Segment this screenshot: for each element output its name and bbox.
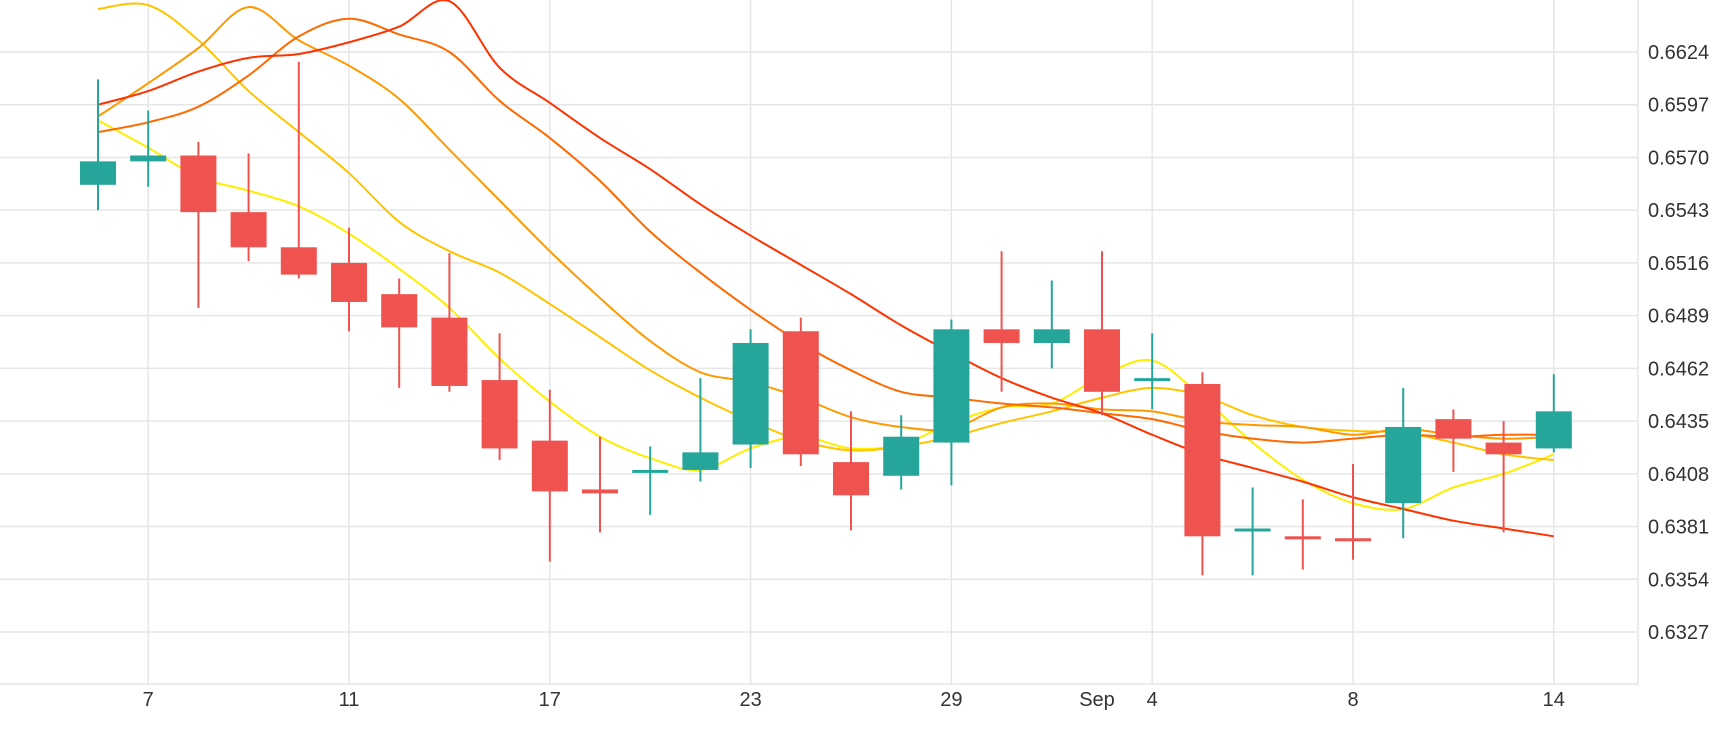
candle-body (180, 155, 217, 213)
moving-average-line (97, 2, 1554, 462)
y-tick-label: 0.6624 (1648, 42, 1709, 64)
candle (1535, 374, 1572, 453)
candle-body (732, 342, 769, 445)
candle-body (682, 452, 719, 470)
y-tick-label: 0.6516 (1648, 253, 1709, 275)
moving-average-line (97, 0, 1554, 538)
candle (1485, 421, 1522, 533)
x-tick-label: 23 (739, 689, 761, 711)
y-tick-label: 0.6381 (1648, 517, 1709, 539)
candle (883, 415, 920, 490)
candle-body (331, 262, 367, 302)
candle-body (632, 469, 669, 473)
moving-average-line (97, 17, 1554, 444)
candle-body (582, 489, 618, 494)
x-axis: 7 11 17 23 29 Sep 4 8 14 (143, 689, 1565, 711)
x-tick-label: 29 (940, 689, 962, 711)
x-tick-label: Sep (1079, 689, 1115, 711)
candle-body (1485, 442, 1522, 455)
candle (381, 278, 418, 388)
candle (130, 110, 167, 187)
candle (431, 253, 468, 392)
candle (1335, 464, 1371, 560)
x-tick-label: 11 (339, 689, 360, 711)
y-tick-label: 0.6327 (1648, 622, 1709, 644)
candle (1084, 251, 1120, 416)
candle-body (531, 440, 568, 492)
candle (230, 153, 267, 261)
candle (983, 251, 1020, 392)
candle-body (1134, 378, 1171, 382)
candle (833, 411, 869, 531)
x-tick-label: 4 (1147, 689, 1158, 711)
candle-body (1284, 536, 1321, 540)
y-tick-label: 0.6408 (1648, 464, 1709, 486)
candle-body (230, 212, 267, 248)
candle-body (1385, 426, 1422, 504)
candle-body (80, 161, 116, 185)
candle (331, 227, 367, 332)
y-tick-label: 0.6489 (1648, 306, 1709, 328)
x-tick-label: 8 (1347, 689, 1358, 711)
y-tick-label: 0.6543 (1648, 200, 1709, 222)
candle-body (833, 462, 869, 496)
candle-body (1435, 419, 1472, 439)
candle-body (1084, 329, 1120, 392)
candle (582, 436, 618, 533)
candle-body (481, 380, 518, 449)
candle (682, 378, 719, 482)
candle (782, 317, 819, 467)
candle (1234, 487, 1271, 576)
candle-body (1535, 411, 1572, 449)
x-tick-label: 14 (1543, 689, 1565, 711)
candle-body (782, 331, 819, 455)
candle-body (280, 247, 317, 275)
y-axis: 0.6624 0.6597 0.6570 0.6543 0.6516 0.6489 0.64… (1648, 42, 1709, 644)
candle-body (1234, 528, 1271, 532)
candle (80, 79, 116, 211)
candle (180, 141, 217, 308)
candle (933, 319, 970, 486)
candle (732, 329, 769, 468)
candle (1284, 499, 1321, 570)
y-tick-label: 0.6435 (1648, 411, 1709, 433)
candle-body (933, 329, 970, 443)
y-tick-label: 0.6462 (1648, 358, 1709, 380)
moving-average-line (97, 6, 1554, 440)
candle-body (130, 155, 167, 162)
y-tick-label: 0.6354 (1648, 569, 1709, 591)
candle-body (1184, 383, 1221, 537)
candle (1435, 409, 1472, 472)
candle-body (1033, 329, 1070, 343)
candle (481, 333, 518, 461)
grid (0, 0, 1639, 685)
candles (80, 61, 1572, 576)
y-tick-label: 0.6597 (1648, 95, 1709, 117)
x-tick-label: 7 (143, 689, 154, 711)
candle-body (431, 317, 468, 386)
candle (280, 61, 317, 279)
x-tick-label: 17 (539, 689, 561, 711)
candle-body (883, 436, 920, 476)
candle (531, 389, 568, 562)
candle-body (381, 294, 418, 328)
candle (1134, 333, 1171, 410)
candle-body (1335, 538, 1371, 542)
candle (632, 446, 669, 515)
candle-body (983, 329, 1020, 343)
candle (1033, 280, 1070, 369)
candle (1385, 387, 1422, 539)
y-tick-label: 0.6570 (1648, 147, 1709, 169)
candle (1184, 372, 1221, 576)
